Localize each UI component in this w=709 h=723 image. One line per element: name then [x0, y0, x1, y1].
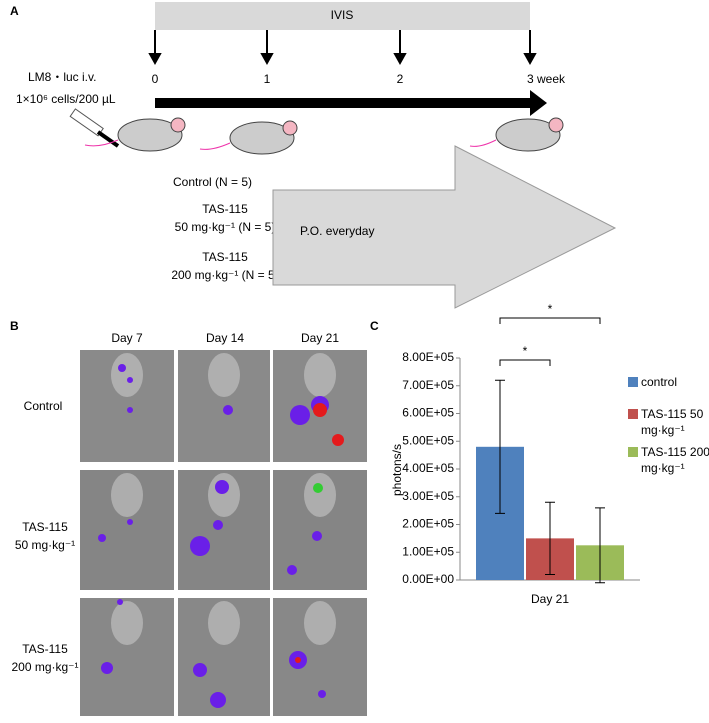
group-label: TAS-115: [202, 250, 248, 264]
syringe: [69, 108, 120, 148]
timeline-arrow: [155, 90, 547, 116]
treatment-arrow: [272, 145, 617, 309]
significance-mark: *: [523, 344, 528, 358]
legend-label: TAS-115 200 mg·kg⁻¹: [641, 445, 709, 475]
row-label: 200 mg·kg⁻¹: [11, 660, 78, 674]
group-label: 50 mg·kg⁻¹ (N = 5): [175, 220, 276, 234]
ivis-bar: [155, 2, 530, 30]
treatment-label: P.O. everyday: [300, 224, 374, 238]
y-tick-label: 4.00E+05: [402, 461, 454, 475]
row-label: TAS-115: [22, 642, 68, 656]
imaging-arrows: [148, 30, 537, 66]
panel-label: C: [370, 319, 379, 333]
y-tick-label: 5.00E+05: [402, 433, 454, 447]
significance-bracket: [499, 359, 551, 366]
row-label: Control: [24, 399, 63, 413]
y-tick-label: 7.00E+05: [402, 378, 454, 392]
panel-label: B: [10, 319, 19, 333]
error-bar: [495, 379, 505, 514]
column-label: Day 14: [206, 331, 244, 345]
legend-swatch: [628, 447, 638, 457]
x-tick-label: Day 21: [531, 592, 569, 606]
error-bar: [595, 507, 605, 584]
injection-text: LM8・luc i.v.: [28, 70, 96, 84]
panel-label: A: [10, 4, 19, 18]
row-label: 50 mg·kg⁻¹: [15, 538, 75, 552]
y-tick-label: 6.00E+05: [402, 406, 454, 420]
group-label: TAS-115: [202, 202, 248, 216]
timepoint: 2: [397, 72, 404, 86]
error-bar: [545, 501, 555, 575]
y-tick-label: 3.00E+05: [402, 489, 454, 503]
group-label: 200 mg·kg⁻¹ (N = 5): [171, 268, 278, 282]
legend-label: control: [641, 375, 678, 389]
y-tick-label: 8.00E+05: [402, 350, 454, 364]
column-label: Day 7: [111, 331, 143, 345]
timepoint: 3 week: [527, 72, 566, 86]
y-tick-label: 0.00E+00: [402, 572, 454, 586]
mouse: [469, 117, 564, 152]
mouse: [84, 117, 186, 152]
timepoint: 1: [264, 72, 271, 86]
significance-bracket: [499, 317, 601, 324]
y-tick-label: 1.00E+05: [402, 544, 454, 558]
legend-swatch: [628, 377, 638, 387]
legend-swatch: [628, 409, 638, 419]
row-label: TAS-115: [22, 520, 68, 534]
significance-mark: *: [548, 302, 553, 316]
y-tick-label: 2.00E+05: [402, 517, 454, 531]
timepoint: 0: [152, 72, 159, 86]
y-axis-label: photons/s: [390, 444, 404, 496]
ivis-label: IVIS: [331, 8, 354, 22]
mouse: [199, 120, 298, 155]
legend-label: TAS-115 50 mg·kg⁻¹: [641, 407, 704, 437]
ivis-images: [80, 350, 367, 716]
column-label: Day 21: [301, 331, 339, 345]
injection-text: 1×10⁶ cells/200 µL: [16, 92, 116, 106]
group-label: Control (N = 5): [173, 175, 252, 189]
